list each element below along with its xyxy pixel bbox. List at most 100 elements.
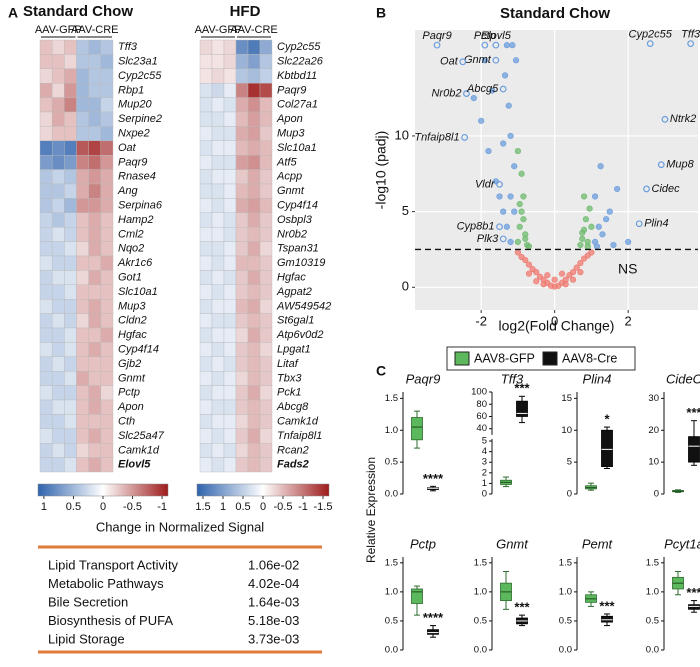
labeled-point — [433, 41, 441, 49]
heatmap-cell — [88, 198, 102, 213]
column-group-label: AAV-GFP — [195, 24, 242, 36]
heatmap-cell — [100, 39, 114, 55]
y-tick-label: 1.5 — [474, 557, 487, 568]
heatmap-cell — [88, 371, 102, 386]
heatmap-cell — [223, 356, 237, 372]
heatmap-cell — [259, 111, 273, 127]
y-tick-label: 3 — [482, 457, 487, 468]
heatmap-cell — [247, 54, 261, 70]
point — [516, 200, 523, 208]
y-tick-label: 0.0 — [385, 489, 398, 500]
heatmap-cell — [76, 342, 89, 357]
heatmap-cell — [199, 97, 213, 113]
heatmap-cell — [259, 371, 273, 386]
point — [595, 223, 602, 230]
y-tick-label: 100 — [471, 387, 487, 398]
heatmap-cell — [88, 183, 102, 199]
heatmap-cell — [76, 255, 89, 271]
point — [518, 170, 525, 177]
heatmap-cell — [39, 443, 53, 458]
heatmap-cell — [39, 111, 53, 127]
heatmap-cell — [211, 97, 225, 113]
heatmap-title: Standard Chow — [23, 3, 133, 20]
panel-title: Paqr9 — [406, 371, 441, 386]
significance: *** — [514, 600, 530, 615]
heatmap-cell — [211, 356, 225, 372]
point — [481, 57, 488, 64]
point — [599, 231, 606, 238]
row-label: Gnmt — [118, 372, 146, 384]
legend-swatch — [454, 351, 470, 366]
y-tick-label: 0.0 — [474, 645, 487, 656]
heatmap-cell — [247, 97, 261, 113]
point — [558, 270, 566, 277]
y-tick-label: 0.0 — [559, 645, 572, 656]
heatmap-cell — [259, 169, 273, 185]
heatmap-cell — [64, 385, 77, 401]
heatmap-cell — [100, 212, 114, 228]
heatmap-cell — [211, 68, 225, 84]
point — [520, 193, 527, 200]
heatmap-cell — [199, 428, 213, 444]
point-label: Abcg5 — [466, 83, 499, 95]
heatmap-cell — [88, 399, 102, 415]
heatmap-cell — [64, 226, 77, 242]
heatmap-cell — [259, 299, 273, 314]
heatmap-cell — [259, 82, 273, 98]
heatmap-cell — [51, 126, 65, 142]
row-label: Got1 — [118, 272, 142, 284]
heatmap-cell — [76, 270, 89, 285]
heatmap-cell — [211, 414, 225, 429]
heatmap-cell — [76, 313, 89, 329]
heatmap-cell — [247, 313, 261, 329]
row-label: Cldn2 — [118, 315, 147, 327]
heatmap-cell — [247, 183, 261, 199]
heatmap-cell — [223, 39, 237, 55]
point — [525, 270, 533, 277]
y-tick-label: 40 — [476, 423, 487, 434]
row-label: Paqr9 — [277, 84, 306, 96]
point — [569, 276, 577, 283]
heatmap-cell — [247, 154, 261, 170]
heatmap-cell — [39, 68, 53, 84]
heatmap-cell — [223, 140, 237, 156]
heatmap-cell — [235, 270, 249, 285]
y-axis-label: -log10 (padj) — [373, 131, 389, 210]
heatmap-cell — [211, 241, 225, 257]
heatmap-cell — [259, 126, 273, 142]
labeled-point — [687, 40, 695, 48]
heatmap-cell — [247, 212, 261, 228]
point — [579, 235, 586, 242]
heatmap-cell — [76, 241, 89, 257]
heatmap-cell — [259, 97, 273, 113]
labeled-point — [496, 180, 503, 188]
heatmap-cell — [39, 169, 53, 185]
heatmap-cell — [39, 212, 53, 228]
heatmap-cell — [223, 82, 237, 98]
heatmap-cell — [199, 54, 213, 70]
heatmap-cell — [259, 270, 273, 285]
heatmap-cell — [223, 284, 237, 300]
heatmap-cell — [64, 342, 77, 357]
heatmap-cell — [51, 39, 65, 55]
point — [507, 238, 514, 245]
heatmap-cell — [76, 428, 89, 444]
heatmap-cell — [211, 54, 225, 70]
labeled-point — [459, 58, 467, 66]
heatmap-cell — [211, 270, 225, 285]
heatmap-cell — [39, 241, 53, 257]
heatmap-cell — [235, 313, 249, 329]
point — [507, 132, 514, 140]
heatmap-cell — [199, 154, 213, 170]
row-label: Serpine2 — [118, 113, 162, 125]
heatmap-cell — [51, 226, 65, 242]
x-axis-label: log2(Fold Change) — [499, 318, 615, 334]
labeled-point — [492, 56, 500, 64]
heatmap-cell — [88, 313, 102, 329]
box — [411, 588, 423, 604]
heatmap-cell — [247, 39, 261, 55]
heatmap-cell — [211, 111, 225, 127]
heatmap-cell — [223, 414, 237, 429]
heatmap-cell — [235, 457, 249, 473]
y-tick-label: 1.0 — [474, 586, 487, 597]
